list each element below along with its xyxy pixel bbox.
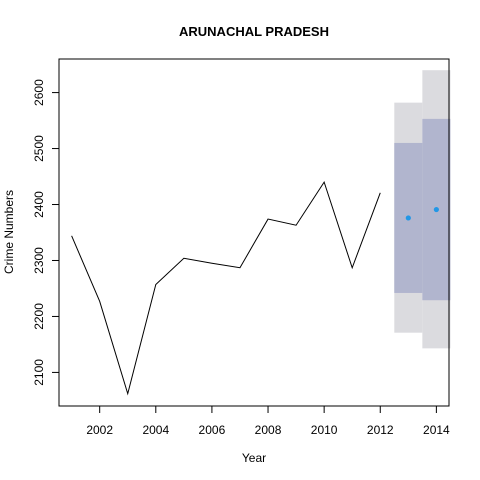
- x-tick-label-2010: 2010: [311, 423, 338, 437]
- y-tick-label-2100: 2100: [32, 359, 46, 386]
- y-axis-label: Crime Numbers: [2, 190, 16, 274]
- forecast-bands: [394, 70, 451, 349]
- forecast-points: [405, 206, 439, 221]
- x-axis-label: Year: [242, 451, 266, 465]
- y-tick-label-2200: 2200: [32, 303, 46, 330]
- y-tick-label-2400: 2400: [32, 191, 46, 218]
- x-tick-label-2008: 2008: [255, 423, 282, 437]
- x-tick-label-2014: 2014: [423, 423, 450, 437]
- x-tick-label-2004: 2004: [142, 423, 169, 437]
- forecast-point-2014: [433, 206, 439, 213]
- plot-frame: [58, 58, 450, 407]
- y-axis: 2100 2200 2300 2400 2500 2600: [32, 79, 60, 386]
- x-tick-label-2012: 2012: [367, 423, 394, 437]
- x-tick-label-2006: 2006: [199, 423, 226, 437]
- y-tick-label-2300: 2300: [32, 247, 46, 274]
- series-line-0: [71, 180, 381, 396]
- chart-title: ARUNACHAL PRADESH: [179, 24, 329, 39]
- series-group: [71, 180, 381, 396]
- x-axis: 2002 2004 2006 2008 2010 2012 2014: [86, 405, 450, 437]
- y-tick-label-2600: 2600: [32, 79, 46, 106]
- x-tick-label-2002: 2002: [86, 423, 113, 437]
- y-tick-label-2500: 2500: [32, 135, 46, 162]
- forecast-point-2013: [405, 215, 411, 221]
